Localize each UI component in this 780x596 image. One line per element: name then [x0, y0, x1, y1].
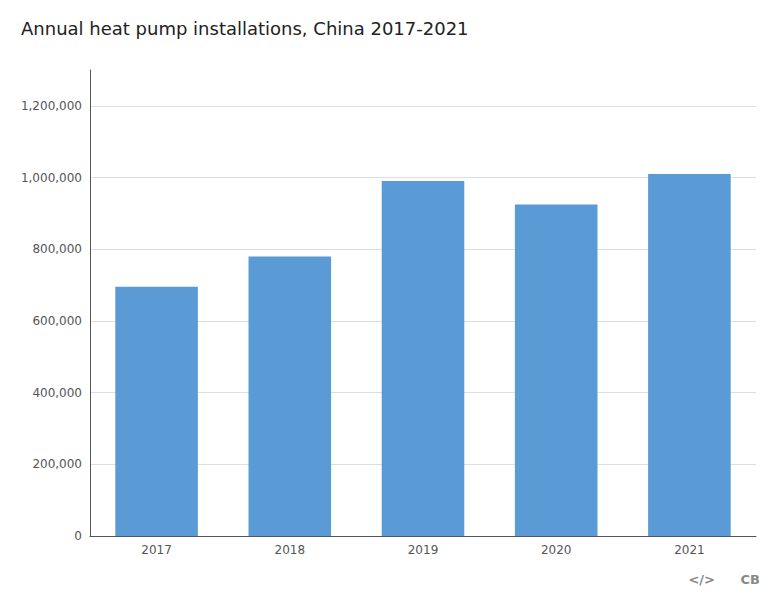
svg-text:0: 0 [74, 529, 82, 543]
svg-text:600,000: 600,000 [32, 314, 82, 328]
svg-text:1,200,000: 1,200,000 [21, 99, 82, 113]
svg-text:CB: CB [741, 572, 760, 587]
svg-text:2020: 2020 [541, 543, 572, 557]
svg-text:2018: 2018 [275, 543, 306, 557]
svg-text:2021: 2021 [674, 543, 705, 557]
svg-text:</>: </> [688, 572, 715, 587]
svg-text:2019: 2019 [408, 543, 439, 557]
svg-text:2017: 2017 [141, 543, 172, 557]
svg-text:800,000: 800,000 [32, 242, 82, 256]
svg-text:1,000,000: 1,000,000 [21, 171, 82, 185]
svg-text:Annual heat pump installations: Annual heat pump installations, China 20… [21, 18, 469, 39]
svg-text:200,000: 200,000 [32, 457, 82, 471]
svg-text:400,000: 400,000 [32, 386, 82, 400]
